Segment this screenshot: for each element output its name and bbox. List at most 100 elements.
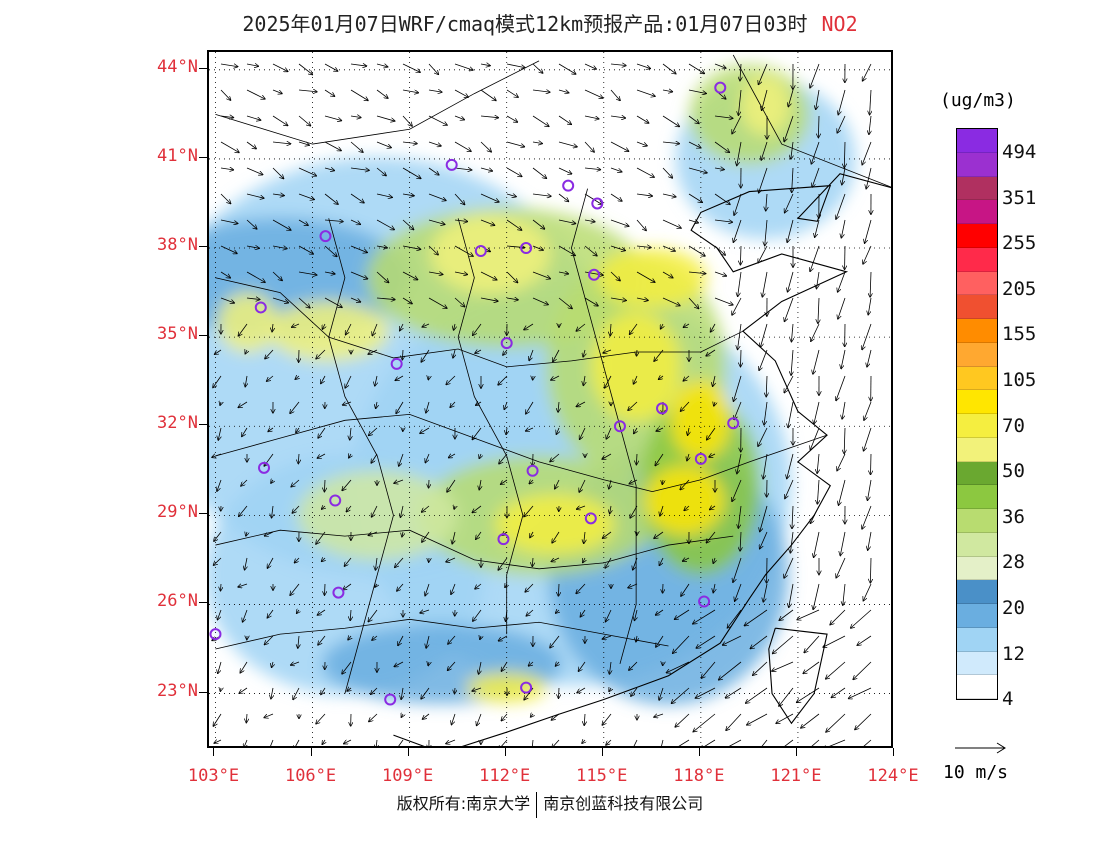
wind-vector (688, 427, 689, 435)
wind-vector (316, 531, 326, 544)
city-station-marker (656, 402, 669, 415)
wind-vector (272, 505, 273, 518)
wind-vector (242, 427, 248, 436)
city-station-marker (694, 452, 707, 465)
wind-vector (532, 115, 549, 126)
lat-label: 35°N (157, 324, 198, 345)
wind-vector (584, 531, 585, 543)
wind-vector (865, 219, 872, 243)
wind-vector (421, 687, 430, 699)
wind-vector (842, 167, 846, 185)
wind-vector (420, 610, 430, 613)
wind-vector (505, 584, 507, 587)
map-canvas[interactable] (207, 50, 893, 748)
wind-vector (448, 661, 456, 670)
wind-vector (376, 739, 377, 746)
colorbar-swatch (957, 604, 997, 628)
wind-vector (761, 739, 768, 746)
city-station-marker (727, 417, 740, 430)
wind-vector (584, 220, 595, 222)
wind-vector (811, 739, 820, 746)
wind-vector (298, 193, 314, 199)
wind-vector (791, 323, 793, 342)
wind-vector (838, 271, 846, 292)
wind-vector (246, 115, 261, 120)
wind-vector (498, 557, 508, 570)
wind-vector (475, 350, 482, 353)
wind-vector (531, 714, 533, 717)
wind-vector (324, 297, 342, 307)
wind-vector (551, 713, 560, 720)
wind-vector (584, 297, 598, 306)
wind-vector (636, 219, 646, 230)
wind-vector (246, 298, 260, 300)
wind-vector (576, 401, 586, 407)
wind-vector (784, 375, 794, 393)
wind-vector (368, 531, 378, 535)
wind-vector (740, 63, 741, 81)
wind-vector (610, 505, 611, 514)
wind-vector (609, 479, 611, 489)
wind-vector (446, 739, 456, 744)
lon-label: 103°E (187, 766, 240, 786)
lon-label: 112°E (479, 766, 531, 786)
wind-vector (734, 193, 742, 215)
wind-vector (375, 375, 377, 386)
wind-vector (217, 609, 222, 620)
wind-vector (220, 688, 221, 691)
lon-label: 109°E (382, 766, 434, 786)
wind-vector (636, 167, 654, 177)
wind-vector (532, 167, 546, 178)
colorbar-label: 105 (1002, 369, 1037, 391)
wind-vector (454, 323, 455, 330)
wind-vector (396, 401, 404, 413)
wind-vector (294, 739, 300, 746)
wind-vector (298, 245, 313, 254)
wind-vector (298, 219, 308, 225)
lat-tick (199, 513, 207, 515)
wind-vector (350, 193, 364, 203)
lon-label: 124°E (867, 766, 919, 786)
wind-vector (583, 557, 585, 562)
wind-vector (298, 635, 299, 648)
wind-vector (610, 193, 622, 201)
wind-vector (422, 505, 430, 512)
copyright-footer: 版权所有:南京大学 南京创蓝科技有限公司 (0, 790, 1100, 818)
colorbar-swatch (957, 675, 997, 699)
wind-vector (728, 739, 742, 746)
wind-vector (688, 272, 706, 274)
wind-vector (369, 713, 378, 722)
lon-label: 115°E (576, 766, 628, 786)
wind-vector (246, 271, 265, 282)
wind-vector (532, 63, 543, 73)
concentration-blob (740, 75, 791, 136)
wind-vector (246, 64, 258, 66)
boundary-line (457, 218, 524, 635)
copyright-right: 南京创蓝科技有限公司 (543, 794, 704, 813)
wind-vector (343, 402, 352, 405)
wind-vector (426, 401, 430, 413)
wind-vector (763, 453, 768, 479)
wind-vector (376, 193, 392, 197)
wind-vector (398, 635, 404, 645)
wind-vector (454, 220, 467, 222)
wind-vector (504, 401, 507, 409)
wind-vector (603, 531, 612, 538)
wind-vector (480, 141, 491, 152)
wind-vector (220, 297, 234, 303)
wind-vector (803, 661, 820, 673)
wind-vector (869, 115, 871, 134)
wind-vector (766, 375, 767, 396)
wind-vector (610, 245, 625, 251)
wind-vector (576, 583, 586, 593)
wind-vector (291, 479, 300, 487)
boundary-line (215, 277, 744, 368)
wind-vector (321, 375, 326, 384)
wind-vector (531, 739, 534, 746)
wind-vector (324, 479, 325, 492)
wind-vector (246, 89, 265, 99)
wind-vector (693, 713, 716, 732)
boundary-line (393, 173, 891, 746)
wind-vector (737, 141, 742, 165)
wind-vector (501, 479, 508, 484)
